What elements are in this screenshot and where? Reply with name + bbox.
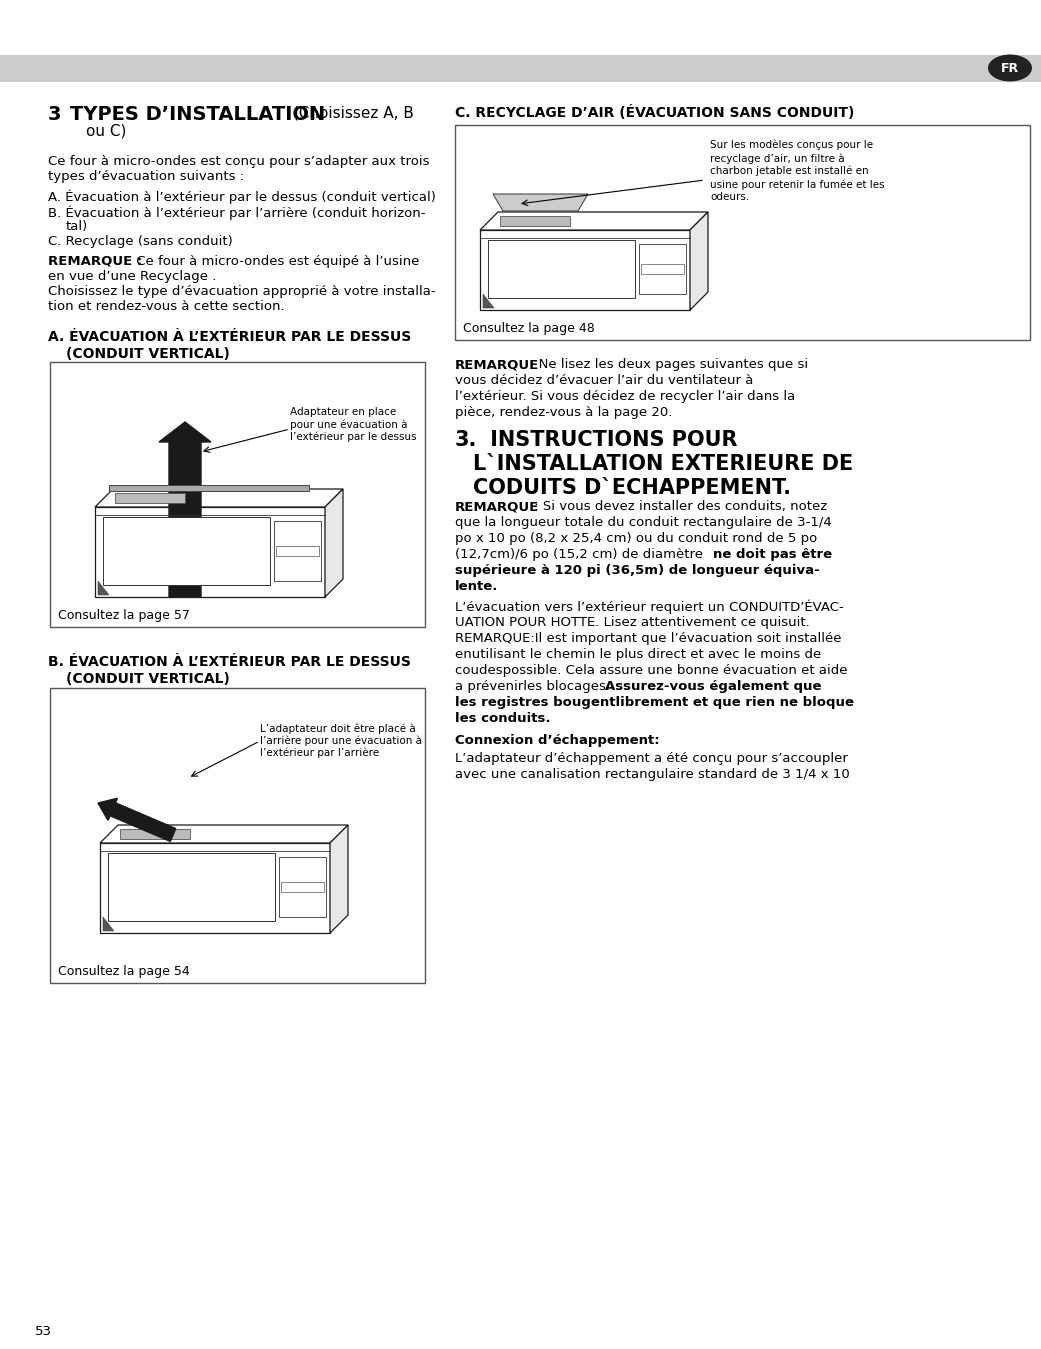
- Text: TYPES D’INSTALLATION: TYPES D’INSTALLATION: [70, 105, 325, 124]
- Polygon shape: [480, 212, 708, 229]
- FancyBboxPatch shape: [109, 486, 309, 491]
- Text: C. Recyclage (sans conduit): C. Recyclage (sans conduit): [48, 235, 233, 248]
- FancyBboxPatch shape: [50, 688, 425, 983]
- Text: usine pour retenir la fumée et les: usine pour retenir la fumée et les: [710, 179, 885, 189]
- Text: Connexion d’échappement:: Connexion d’échappement:: [455, 734, 660, 747]
- Polygon shape: [330, 826, 348, 934]
- Text: Ce four à micro-ondes est équipé à l’usine: Ce four à micro-ondes est équipé à l’usi…: [132, 255, 420, 268]
- Text: REMARQUE: REMARQUE: [455, 500, 539, 513]
- Text: INSTRUCTIONS POUR: INSTRUCTIONS POUR: [483, 430, 737, 451]
- Text: REMARQUE :: REMARQUE :: [48, 255, 143, 268]
- Text: CODUITS D`ECHAPPEMENT.: CODUITS D`ECHAPPEMENT.: [473, 478, 791, 498]
- FancyBboxPatch shape: [50, 362, 425, 627]
- Text: (CONDUIT VERTICAL): (CONDUIT VERTICAL): [66, 347, 230, 362]
- Text: UATION POUR HOTTE. Lisez attentivement ce quisuit.: UATION POUR HOTTE. Lisez attentivement c…: [455, 616, 810, 629]
- Text: l’extérieur par l’arrière: l’extérieur par l’arrière: [260, 747, 379, 758]
- Text: B. Évacuation à l’extérieur par l’arrière (conduit horizon-: B. Évacuation à l’extérieur par l’arrièr…: [48, 205, 426, 220]
- Text: Consultez la page 48: Consultez la page 48: [463, 322, 594, 335]
- FancyArrow shape: [159, 422, 211, 598]
- Text: lente.: lente.: [455, 580, 499, 594]
- Text: a prévenirles blocages.: a prévenirles blocages.: [455, 680, 614, 693]
- Polygon shape: [98, 581, 109, 595]
- FancyBboxPatch shape: [639, 244, 686, 294]
- Polygon shape: [100, 826, 348, 843]
- Text: tion et rendez-vous à cette section.: tion et rendez-vous à cette section.: [48, 299, 284, 313]
- Text: L`INSTALLATION EXTERIEURE DE: L`INSTALLATION EXTERIEURE DE: [473, 455, 854, 473]
- Text: Adaptateur en place: Adaptateur en place: [290, 407, 397, 417]
- Text: Consultez la page 54: Consultez la page 54: [58, 965, 189, 978]
- Text: 3.: 3.: [455, 430, 478, 451]
- FancyBboxPatch shape: [0, 55, 1041, 82]
- FancyBboxPatch shape: [488, 240, 635, 298]
- Text: FR: FR: [1001, 62, 1019, 74]
- Text: Sur les modèles conçus pour le: Sur les modèles conçus pour le: [710, 140, 873, 151]
- Text: en vue d’une Recyclage .: en vue d’une Recyclage .: [48, 270, 217, 283]
- Text: les registres bougentlibrement et que rien ne bloque: les registres bougentlibrement et que ri…: [455, 696, 854, 710]
- FancyBboxPatch shape: [455, 125, 1030, 340]
- Text: REMARQUE:Il est important que l’évacuation soit installée: REMARQUE:Il est important que l’évacuati…: [455, 631, 841, 645]
- Text: A. Évacuation à l’extérieur par le dessus (conduit vertical): A. Évacuation à l’extérieur par le dessu…: [48, 190, 436, 205]
- FancyBboxPatch shape: [500, 216, 570, 227]
- Text: ou C): ou C): [86, 123, 126, 138]
- Polygon shape: [103, 917, 115, 931]
- Polygon shape: [483, 294, 494, 308]
- Text: tal): tal): [66, 220, 88, 233]
- Text: Choisissez le type d’évacuation approprié à votre installa-: Choisissez le type d’évacuation appropri…: [48, 285, 435, 298]
- Text: pièce, rendez-vous à la page 20.: pièce, rendez-vous à la page 20.: [455, 406, 672, 420]
- FancyBboxPatch shape: [281, 882, 324, 892]
- Text: enutilisant le chemin le plus direct et avec le moins de: enutilisant le chemin le plus direct et …: [455, 648, 821, 661]
- Text: REMARQUE: REMARQUE: [455, 357, 539, 371]
- Text: B. ÉVACUATION À L’EXTÉRIEUR PAR LE DESSUS: B. ÉVACUATION À L’EXTÉRIEUR PAR LE DESSU…: [48, 656, 411, 669]
- Text: les conduits.: les conduits.: [455, 712, 551, 724]
- Text: avec une canalisation rectangulaire standard de 3 1/4 x 10: avec une canalisation rectangulaire stan…: [455, 768, 849, 781]
- Text: l’arrière pour une évacuation à: l’arrière pour une évacuation à: [260, 735, 422, 746]
- Text: C. RECYCLAGE D’AIR (ÉVACUATION SANS CONDUIT): C. RECYCLAGE D’AIR (ÉVACUATION SANS COND…: [455, 105, 855, 120]
- Text: Consultez la page 57: Consultez la page 57: [58, 608, 189, 622]
- Text: (CONDUIT VERTICAL): (CONDUIT VERTICAL): [66, 672, 230, 687]
- Text: : Si vous devez installer des conduits, notez: : Si vous devez installer des conduits, …: [530, 500, 828, 513]
- Text: L’adaptateur doit être placé à: L’adaptateur doit être placé à: [260, 723, 415, 734]
- Text: Assurez-vous également que: Assurez-vous également que: [605, 680, 821, 693]
- FancyBboxPatch shape: [279, 857, 326, 917]
- Text: types d’évacuation suivants :: types d’évacuation suivants :: [48, 170, 245, 183]
- Text: charbon jetable est installé en: charbon jetable est installé en: [710, 166, 868, 177]
- FancyBboxPatch shape: [115, 492, 185, 503]
- Text: vous décidez d’évacuer l’air du ventilateur à: vous décidez d’évacuer l’air du ventilat…: [455, 374, 754, 387]
- Text: 53: 53: [35, 1325, 52, 1338]
- Text: pour une évacuation à: pour une évacuation à: [290, 420, 407, 429]
- Ellipse shape: [988, 54, 1032, 81]
- Text: recyclage d’air, un filtre à: recyclage d’air, un filtre à: [710, 152, 844, 163]
- Text: po x 10 po (8,2 x 25,4 cm) ou du conduit rond de 5 po: po x 10 po (8,2 x 25,4 cm) ou du conduit…: [455, 532, 817, 545]
- Text: coudespossible. Cela assure une bonne évacuation et aide: coudespossible. Cela assure une bonne év…: [455, 664, 847, 677]
- Polygon shape: [100, 843, 330, 934]
- Text: 3: 3: [48, 105, 61, 124]
- Text: l’extérieur par le dessus: l’extérieur par le dessus: [290, 430, 416, 441]
- Text: : Ne lisez les deux pages suivantes que si: : Ne lisez les deux pages suivantes que …: [530, 357, 808, 371]
- Text: que la longueur totale du conduit rectangulaire de 3-1/4: que la longueur totale du conduit rectan…: [455, 517, 832, 529]
- Polygon shape: [95, 488, 342, 507]
- Polygon shape: [480, 229, 690, 310]
- Text: L’adaptateur d’échappement a été conçu pour s’accoupler: L’adaptateur d’échappement a été conçu p…: [455, 751, 847, 765]
- Text: A. ÉVACUATION À L’EXTÉRIEUR PAR LE DESSUS: A. ÉVACUATION À L’EXTÉRIEUR PAR LE DESSU…: [48, 331, 411, 344]
- FancyBboxPatch shape: [274, 521, 321, 581]
- FancyBboxPatch shape: [108, 853, 275, 921]
- Text: L’évacuation vers l’extérieur requiert un CONDUITD’ÉVAC-: L’évacuation vers l’extérieur requiert u…: [455, 600, 844, 615]
- FancyArrow shape: [98, 799, 176, 842]
- FancyBboxPatch shape: [120, 830, 191, 839]
- Polygon shape: [95, 507, 325, 598]
- Text: (12,7cm)/6 po (15,2 cm) de diamètre: (12,7cm)/6 po (15,2 cm) de diamètre: [455, 548, 707, 561]
- Text: ne doit pas être: ne doit pas être: [713, 548, 832, 561]
- Text: supérieure à 120 pi (36,5m) de longueur équiva-: supérieure à 120 pi (36,5m) de longueur …: [455, 564, 819, 577]
- Polygon shape: [325, 488, 342, 598]
- FancyBboxPatch shape: [103, 517, 270, 585]
- Polygon shape: [493, 194, 588, 210]
- Text: (Choisissez A, B: (Choisissez A, B: [288, 105, 414, 120]
- FancyBboxPatch shape: [641, 264, 684, 274]
- Text: l’extérieur. Si vous décidez de recycler l’air dans la: l’extérieur. Si vous décidez de recycler…: [455, 390, 795, 403]
- FancyBboxPatch shape: [276, 546, 319, 556]
- Text: Ce four à micro-ondes est conçu pour s’adapter aux trois: Ce four à micro-ondes est conçu pour s’a…: [48, 155, 430, 169]
- Polygon shape: [690, 212, 708, 310]
- Text: odeurs.: odeurs.: [710, 192, 750, 202]
